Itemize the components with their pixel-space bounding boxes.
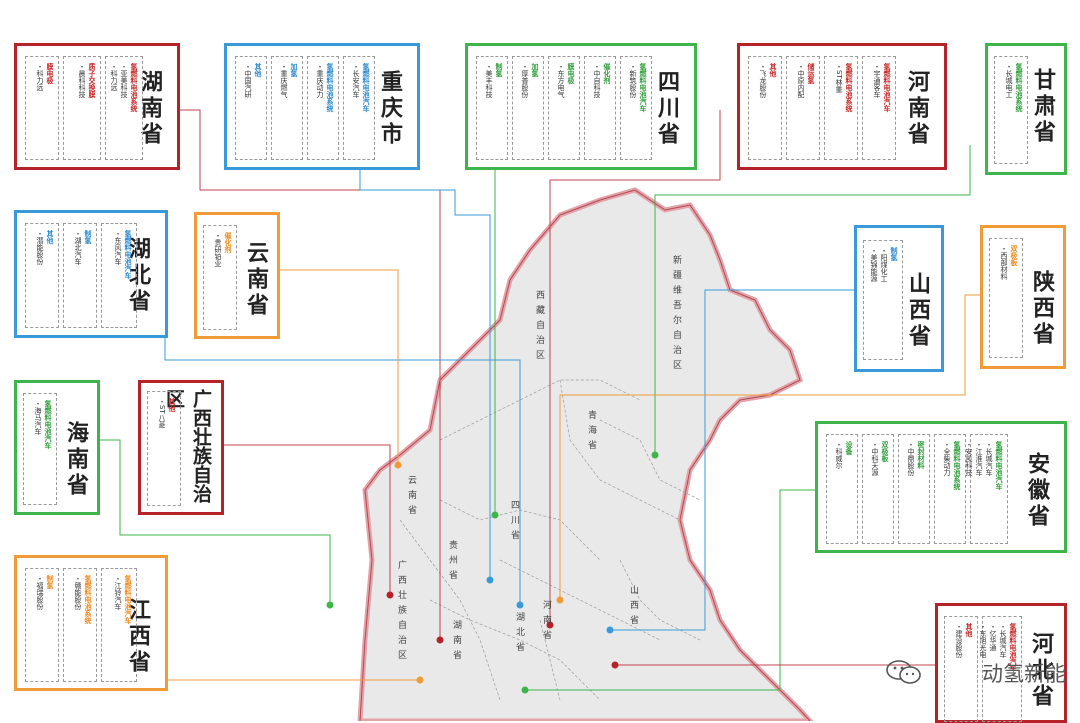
- category-column: 氢燃料电池系统 ・赣能股份: [63, 568, 97, 682]
- category-column: 氢燃料电池汽车 ・长城汽车 ・江淮汽车 ・安凯科技: [965, 434, 1008, 544]
- category-column: 膜电极 ・科力远: [25, 56, 59, 160]
- category-column: 双极板 ・中科天源: [862, 434, 894, 544]
- province-card-hebei: 河北省 氢燃料电池汽车 ・长城汽车 ・亿华通 ・东旭光电 其他 ・建设股份: [935, 603, 1067, 723]
- watermark-text: 动氢新能: [982, 662, 1066, 686]
- category-column: 氢燃料电池汽车 ・江铃汽车: [101, 568, 137, 682]
- category-columns: 氢燃料电池汽车 ・江铃汽车 氢燃料电池系统 ・赣能股份 制氢 ・福瑞股份: [25, 568, 137, 682]
- province-card-shanxi: 山西省 制氢 ・阳煤化工 ・美锦能源: [854, 225, 944, 372]
- category-column: 设备 ・科威尔: [826, 434, 858, 544]
- category-column: 储运氢 ・中原内配: [786, 56, 820, 160]
- province-name: 云南省: [243, 241, 268, 319]
- province-name: 四川省: [654, 70, 679, 148]
- province-card-chongqing: 重庆市 氢燃料电池汽车 ・长安汽车 氢燃料电池系统 ・重庆动力 加氢 ・重庆燃气 其他…: [224, 43, 420, 170]
- category-columns: 氢燃料电池系统 ・亚美科技 ・科力远 质子交换膜 ・晨科科技 膜电极 ・科力远: [25, 56, 143, 160]
- map-outline: [357, 187, 814, 721]
- map-label: 山西省: [628, 585, 638, 630]
- category-column: 加氢 ・重庆燃气: [271, 56, 303, 160]
- category-columns: 氢燃料电池汽车 ・长城汽车 ・亿华通 ・东旭光电 其他 ・建设股份: [944, 616, 1022, 722]
- category-column: 质子交换膜 ・晨科科技: [63, 56, 101, 160]
- category-column: 氢燃料电池汽车 ・东风汽车: [101, 223, 137, 328]
- category-columns: 氢燃料电池系统 ・长城电工: [994, 56, 1028, 164]
- map-label: 湖南省: [451, 620, 461, 665]
- category-column: 氢燃料电池汽车 ・长安汽车: [343, 56, 375, 160]
- category-column: 加氢 ・厚普股份: [512, 56, 544, 160]
- category-column: 氢燃料电池汽车 ・宇通客车: [862, 56, 896, 160]
- map-label: 新疆维吾尔自治区: [671, 255, 681, 375]
- map-label: 西藏自治区: [534, 290, 544, 365]
- category-column: 氢燃料电池系统 ・ST林重: [824, 56, 858, 160]
- category-column: 氢燃料电池系统 ・长城电工: [994, 56, 1028, 164]
- province-name: 河北省: [1028, 632, 1053, 710]
- province-card-yunnan: 云南省 催化剂 ・贵研铂业: [194, 212, 280, 339]
- province-name: 湖南省: [137, 70, 162, 148]
- province-card-hainan: 海南省 氢燃料电池汽车 ・海马汽车: [14, 380, 100, 515]
- category-column: 密封材料 ・中鼎股份: [898, 434, 930, 544]
- province-name: 海南省: [63, 421, 88, 499]
- connector-dots: [326, 451, 659, 694]
- category-columns: 其他 ・ST八菱: [147, 391, 181, 506]
- category-column: 其他 ・潜能股份: [25, 223, 59, 328]
- category-columns: 氢燃料电池汽车 ・宇通客车 氢燃料电池系统 ・ST林重 储运氢 ・中原内配 其他 ・飞龙…: [748, 56, 896, 160]
- province-card-sichuan: 四川省 氢燃料电池汽车 ・新筑股份 催化剂 ・中自科技 膜电极 ・东方电气 加氢 ・厚普…: [465, 43, 697, 170]
- province-name: 湖北省: [125, 237, 150, 315]
- connectors: [100, 109, 980, 691]
- category-column: 双极板 ・西部材料: [989, 238, 1023, 358]
- province-card-hubei: 湖北省 氢燃料电池汽车 ・东风汽车 制氢 ・湖北汽车 其他 ・潜能股份: [14, 210, 168, 338]
- category-column: 氢燃料电池汽车 ・海马汽车: [23, 393, 57, 505]
- province-name: 甘肃省: [1030, 68, 1055, 146]
- category-columns: 制氢 ・阳煤化工 ・美锦能源: [863, 240, 903, 360]
- category-column: 其他 ・建设股份: [944, 616, 978, 722]
- province-card-hunan: 湖南省 氢燃料电池系统 ・亚美科技 ・科力远 质子交换膜 ・晨科科技 膜电极 ・科力远: [14, 43, 180, 170]
- wechat-icon: [886, 660, 921, 684]
- category-column: 制氢 ・湖北汽车: [63, 223, 97, 328]
- map-label: 广西壮族自治区: [396, 560, 406, 665]
- province-name: 江西省: [125, 598, 150, 676]
- province-name: 广西壮族自治区: [163, 389, 212, 503]
- province-name: 山西省: [905, 272, 930, 350]
- category-columns: 氢燃料电池汽车 ・新筑股份 催化剂 ・中自科技 膜电极 ・东方电气 加氢 ・厚普股份 制…: [476, 56, 652, 160]
- category-columns: 双极板 ・西部材料: [989, 238, 1023, 358]
- category-column: 氢燃料电池汽车 ・新筑股份: [620, 56, 652, 160]
- category-column: 制氢 ・美丰科技: [476, 56, 508, 160]
- province-card-guangxi: 广西壮族自治区 其他 ・ST八菱: [138, 380, 224, 515]
- category-columns: 氢燃料电池汽车 ・东风汽车 制氢 ・湖北汽车 其他 ・潜能股份: [25, 223, 137, 328]
- map-label: 湖北省: [514, 612, 524, 657]
- province-name: 重庆市: [377, 70, 402, 148]
- map-label: 河南省: [541, 600, 551, 645]
- category-column: 氢燃料电池系统 ・全柴动力: [934, 434, 966, 544]
- category-column: 氢燃料电池系统 ・亚美科技 ・科力远: [105, 56, 143, 160]
- province-card-henan: 河南省 氢燃料电池汽车 ・宇通客车 氢燃料电池系统 ・ST林重 储运氢 ・中原内配 其…: [737, 43, 947, 170]
- map-label: 贵州省: [447, 540, 457, 585]
- category-column: 其他 ・飞龙股份: [748, 56, 782, 160]
- province-name: 陕西省: [1029, 270, 1054, 348]
- map-label: 云南省: [406, 475, 416, 520]
- category-column: 膜电极 ・东方电气: [548, 56, 580, 160]
- province-card-anhui: 安徽省 氢燃料电池汽车 ・长城汽车 ・江淮汽车 ・安凯科技 氢燃料电池系统 ・全柴动力 …: [815, 421, 1067, 553]
- map-label: 青海省: [586, 410, 596, 455]
- category-columns: 氢燃料电池汽车 ・海马汽车: [23, 393, 57, 505]
- province-card-shaanxi: 陕西省 双极板 ・西部材料: [980, 225, 1066, 369]
- category-column: 催化剂 ・中自科技: [584, 56, 616, 160]
- category-column: 制氢 ・阳煤化工 ・美锦能源: [863, 240, 903, 360]
- category-column: 催化剂 ・贵研铂业: [203, 225, 237, 330]
- category-columns: 催化剂 ・贵研铂业: [203, 225, 237, 330]
- category-columns: 氢燃料电池汽车 ・长安汽车 氢燃料电池系统 ・重庆动力 加氢 ・重庆燃气 其他 ・中国汽…: [235, 56, 375, 160]
- province-name: 安徽省: [1024, 452, 1049, 530]
- province-card-gansu: 甘肃省 氢燃料电池系统 ・长城电工: [985, 43, 1067, 175]
- category-column: 其他 ・ST八菱: [147, 391, 181, 506]
- category-columns: 氢燃料电池汽车 ・长城汽车 ・江淮汽车 ・安凯科技 氢燃料电池系统 ・全柴动力 密封材料…: [826, 434, 1008, 544]
- province-card-jiangxi: 江西省 氢燃料电池汽车 ・江铃汽车 氢燃料电池系统 ・赣能股份 制氢 ・福瑞股份: [14, 555, 168, 691]
- category-column: 制氢 ・福瑞股份: [25, 568, 59, 682]
- province-name: 河南省: [904, 70, 929, 148]
- category-column: 氢燃料电池系统 ・重庆动力: [307, 56, 339, 160]
- category-column: 其他 ・中国汽研: [235, 56, 267, 160]
- map-label: 四川省: [509, 500, 519, 545]
